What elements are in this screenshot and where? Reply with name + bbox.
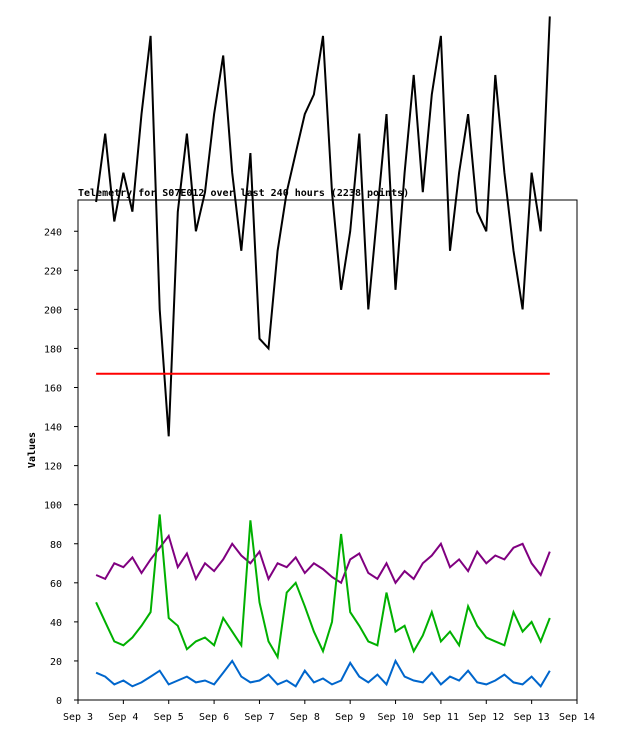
y-axis-label: Values [27, 432, 38, 468]
x-tick-label: Sep 11 [423, 712, 459, 723]
y-tick-label: 180 [44, 344, 62, 355]
y-tick-label: 160 [44, 384, 62, 395]
series-line [95, 658, 551, 688]
plot-frame [77, 199, 578, 701]
y-tick-label: 200 [44, 305, 62, 316]
y-tick-label: 120 [44, 462, 62, 473]
x-tick-label: Sep 13 [514, 712, 550, 723]
x-tick-label: Sep 12 [468, 712, 504, 723]
series-line [95, 16, 551, 437]
series-line [95, 514, 551, 660]
x-tick-label: Sep 10 [377, 712, 413, 723]
y-tick-label: 80 [50, 540, 62, 551]
x-tick-label: Sep 14 [559, 712, 595, 723]
x-tick-label: Sep 4 [108, 712, 138, 723]
y-tick-label: 240 [44, 227, 62, 238]
y-tick-label: 220 [44, 266, 62, 277]
y-tick-label: 140 [44, 423, 62, 434]
chart-title: Telemetry for S07E012 over last 240 hour… [78, 187, 409, 199]
y-tick-label: 40 [50, 618, 62, 629]
y-tick-label: 20 [50, 657, 62, 668]
series-line [95, 533, 551, 585]
x-tick-label: Sep 6 [199, 712, 229, 723]
x-tick-label: Sep 5 [154, 712, 184, 723]
y-tick-label: 0 [56, 696, 62, 707]
x-tick-label: Sep 8 [290, 712, 320, 723]
y-tick-label: 100 [44, 501, 62, 512]
x-tick-label: Sep 3 [63, 712, 93, 723]
y-tick-label: 60 [50, 579, 62, 590]
x-tick-label: Sep 9 [335, 712, 365, 723]
x-tick-label: Sep 7 [244, 712, 274, 723]
